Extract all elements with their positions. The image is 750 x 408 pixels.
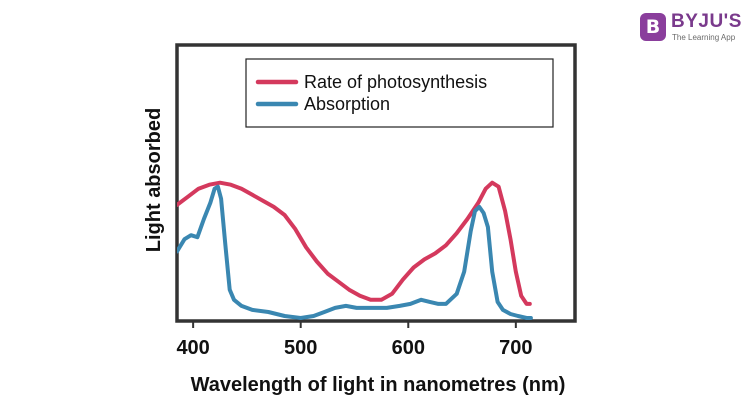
x-tick-label: 600 [392,337,425,359]
legend: Rate of photosynthesis Absorption [245,58,554,128]
x-tick-labels: 400 500 600 700 [176,321,533,359]
byjus-logo: B BYJU'S The Learning App [640,10,744,44]
legend-label-rate-of-photosynthesis: Rate of photosynthesis [304,72,487,92]
brand-tagline: The Learning App [672,33,736,42]
legend-box [245,58,554,128]
series-lines [177,180,533,320]
x-tick-label: 500 [284,337,317,359]
brand-mark-icon [640,13,666,41]
plot-frame [175,43,577,323]
y-axis-label: Light absorbed [143,108,165,252]
legend-label-absorption: Absorption [304,94,390,114]
x-tick-label: 400 [176,337,209,359]
brand-name: BYJU'S [671,11,742,32]
series-line-rate-of-photosynthesis [177,180,532,306]
series-line-absorption [177,184,533,320]
brand-mark-letter: B [645,16,661,38]
x-tick-label: 700 [499,337,532,359]
x-axis-label: Wavelength of light in nanometres (nm) [191,374,566,396]
